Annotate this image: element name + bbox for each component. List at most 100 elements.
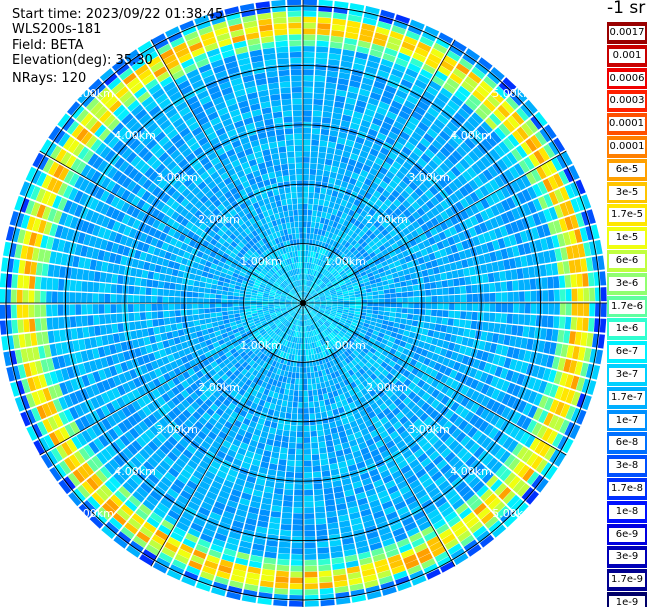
heatmap-cell xyxy=(305,292,308,298)
heatmap-cell xyxy=(407,291,414,297)
heatmap-cell xyxy=(576,273,583,287)
heatmap-cell xyxy=(480,264,488,274)
heatmap-cell xyxy=(387,321,395,327)
heatmap-cell xyxy=(490,479,503,492)
heatmap-cell xyxy=(368,443,378,452)
heatmap-cell xyxy=(317,23,331,30)
heatmap-cell xyxy=(334,343,340,350)
heatmap-cell xyxy=(220,516,233,526)
heatmap-cell xyxy=(378,303,385,307)
heatmap-cell xyxy=(173,526,187,538)
heatmap-cell xyxy=(346,396,354,404)
heatmap-cell xyxy=(369,148,379,157)
heatmap-cell xyxy=(349,511,361,520)
heatmap-cell xyxy=(448,439,460,451)
heatmap-cell xyxy=(155,448,167,460)
heatmap-cell xyxy=(401,105,413,115)
heatmap-cell xyxy=(329,333,335,339)
heatmap-cell xyxy=(365,5,380,15)
heatmap-cell xyxy=(347,183,355,191)
heatmap-cell xyxy=(408,181,418,191)
heatmap-cell xyxy=(117,421,128,434)
heatmap-cell xyxy=(307,313,311,319)
heatmap-cell xyxy=(372,310,379,315)
heatmap-cell xyxy=(599,318,607,333)
heatmap-cell xyxy=(345,97,357,105)
heatmap-cell xyxy=(262,425,270,433)
heatmap-cell xyxy=(315,347,320,354)
heatmap-cell xyxy=(549,384,559,398)
heatmap-cell xyxy=(435,372,444,381)
heatmap-cell xyxy=(154,264,162,273)
heatmap-cell xyxy=(327,317,334,322)
heatmap-cell xyxy=(157,311,164,319)
heatmap-cell xyxy=(439,348,448,357)
heatmap-cell xyxy=(307,378,312,385)
heatmap-cell xyxy=(322,268,327,275)
heatmap-cell xyxy=(396,136,407,146)
heatmap-cell xyxy=(367,306,373,310)
heatmap-cell xyxy=(418,183,429,193)
heatmap-cell xyxy=(310,227,315,234)
heatmap-cell xyxy=(439,87,453,99)
heatmap-cell xyxy=(348,292,355,296)
heatmap-cell xyxy=(570,274,577,288)
heatmap-cell xyxy=(319,587,334,595)
heatmap-cell xyxy=(372,330,380,336)
heatmap-cell xyxy=(295,307,300,312)
heatmap-cell xyxy=(376,171,385,180)
heatmap-cell xyxy=(166,267,173,275)
heatmap-cell xyxy=(268,338,274,344)
heatmap-cell xyxy=(243,456,253,464)
heatmap-cell xyxy=(377,224,385,233)
heatmap-cell xyxy=(384,85,397,95)
heatmap-cell xyxy=(303,163,310,169)
heatmap-cell xyxy=(365,406,373,414)
heatmap-cell xyxy=(510,371,520,384)
heatmap-cell xyxy=(299,314,302,320)
heatmap-cell xyxy=(577,288,584,302)
heatmap-cell xyxy=(51,304,58,317)
heatmap-cell xyxy=(429,435,440,446)
heatmap-cell xyxy=(284,346,289,353)
heatmap-cell xyxy=(417,121,429,132)
heatmap-cell xyxy=(303,449,311,455)
heatmap-cell xyxy=(310,289,315,295)
heatmap-cell xyxy=(222,347,230,354)
heatmap-cell xyxy=(504,472,517,486)
heatmap-cell xyxy=(557,233,566,247)
heatmap-cell xyxy=(294,306,299,312)
heatmap-cell xyxy=(235,509,247,518)
heatmap-cell xyxy=(512,280,519,291)
heatmap-cell xyxy=(304,274,306,280)
heatmap-cell xyxy=(425,289,432,296)
heatmap-cell xyxy=(446,50,461,62)
heatmap-cell xyxy=(412,352,421,361)
heatmap-cell xyxy=(417,379,426,388)
heatmap-cell xyxy=(519,291,525,302)
heatmap-cell xyxy=(484,493,498,506)
heatmap-cell xyxy=(354,105,365,114)
heatmap-cell xyxy=(449,45,464,57)
heatmap-cell xyxy=(465,285,472,294)
heatmap-cell xyxy=(207,431,217,440)
heatmap-cell xyxy=(265,383,272,390)
heatmap-cell xyxy=(271,397,278,405)
heatmap-cell xyxy=(453,112,466,124)
heatmap-cell xyxy=(108,458,121,471)
heatmap-cell xyxy=(334,148,343,156)
heatmap-cell xyxy=(206,323,213,329)
heatmap-cell xyxy=(316,246,321,253)
heatmap-cell xyxy=(367,328,374,334)
heatmap-cell xyxy=(269,365,275,373)
heatmap-cell xyxy=(314,228,319,235)
heatmap-cell xyxy=(372,143,382,152)
heatmap-cell xyxy=(226,500,238,509)
heatmap-cell xyxy=(366,292,373,296)
heatmap-cell xyxy=(421,203,430,213)
heatmap-cell xyxy=(464,411,475,423)
heatmap-cell xyxy=(306,286,310,293)
heatmap-cell xyxy=(416,172,426,183)
heatmap-cell xyxy=(441,533,456,545)
heatmap-cell xyxy=(241,595,257,603)
